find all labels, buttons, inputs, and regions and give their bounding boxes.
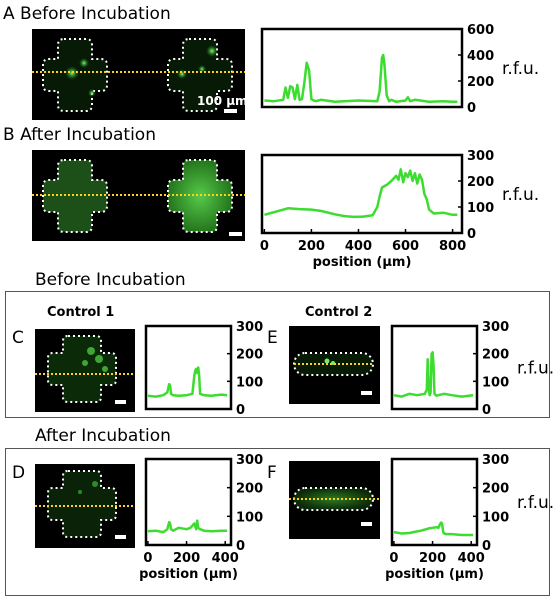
before-controls-box xyxy=(5,291,550,418)
after-controls-box xyxy=(5,448,550,596)
x-tick-label: 400 xyxy=(212,551,239,566)
scale-bar xyxy=(115,535,126,539)
y-axis-label: r.f.u. xyxy=(517,359,554,379)
y-tick-label: 600 xyxy=(467,23,494,38)
scale-bar xyxy=(224,109,237,113)
y-tick-label: 300 xyxy=(236,453,263,468)
y-tick-label: 200 xyxy=(236,482,263,497)
panel-c-label: C xyxy=(12,328,24,348)
y-tick-label: 100 xyxy=(482,510,509,525)
y-tick-label: 0 xyxy=(482,539,491,554)
y-tick-label: 100 xyxy=(482,375,509,390)
panel-d-label: D xyxy=(12,463,26,483)
x-axis-label: position (µm) xyxy=(385,567,484,582)
y-axis-label: r.f.u. xyxy=(502,59,539,79)
series-line xyxy=(393,521,474,537)
chamber-outline xyxy=(167,38,233,112)
y-tick-label: 300 xyxy=(236,320,263,335)
panel-e-micrograph xyxy=(289,326,380,404)
series-line xyxy=(147,519,228,534)
panel-f-micrograph xyxy=(289,461,380,539)
panel-b-label: B After Incubation xyxy=(3,125,156,145)
y-tick-label: 400 xyxy=(467,49,494,64)
y-tick-label: 0 xyxy=(467,101,476,116)
series-line xyxy=(393,351,474,398)
x-axis-label: position (µm) xyxy=(313,255,412,270)
x-tick-label: 400 xyxy=(345,239,372,254)
y-tick-label: 100 xyxy=(236,375,263,390)
plot-frame xyxy=(260,153,464,235)
x-tick-label: 0 xyxy=(389,551,398,566)
panel-a-label: A Before Incubation xyxy=(3,4,171,24)
x-tick-label: 200 xyxy=(419,551,446,566)
x-tick-label: 600 xyxy=(392,239,419,254)
y-tick-label: 200 xyxy=(467,75,494,90)
x-axis-label: position (µm) xyxy=(139,567,238,582)
section-before-heading: Before Incubation xyxy=(35,270,186,290)
section-after-heading: After Incubation xyxy=(35,426,171,446)
y-axis-label: r.f.u. xyxy=(502,185,539,205)
y-tick-label: 100 xyxy=(467,201,494,216)
y-tick-label: 200 xyxy=(467,175,494,190)
y-axis-label: r.f.u. xyxy=(517,493,554,513)
control-1-title: Control 1 xyxy=(47,305,115,320)
x-tick-label: 200 xyxy=(173,551,200,566)
y-tick-label: 0 xyxy=(236,539,245,554)
y-tick-label: 300 xyxy=(467,149,494,164)
series-line xyxy=(147,366,228,398)
scale-bar xyxy=(229,232,242,236)
y-tick-label: 0 xyxy=(467,227,476,242)
x-tick-label: 400 xyxy=(458,551,485,566)
y-tick-label: 300 xyxy=(482,320,509,335)
x-tick-label: 0 xyxy=(260,239,269,254)
y-tick-label: 0 xyxy=(482,403,491,418)
y-tick-label: 100 xyxy=(236,510,263,525)
series-line xyxy=(264,168,458,219)
x-tick-label: 200 xyxy=(298,239,325,254)
series-line xyxy=(264,53,458,104)
panel-a-micrograph: 100 µm xyxy=(32,29,245,120)
x-tick-label: 0 xyxy=(143,551,152,566)
y-tick-label: 200 xyxy=(236,348,263,363)
control-2-title: Control 2 xyxy=(305,305,373,320)
y-tick-label: 300 xyxy=(482,453,509,468)
chamber-outline xyxy=(47,470,117,538)
y-tick-label: 200 xyxy=(482,348,509,363)
scale-bar xyxy=(115,400,126,404)
chamber-outline xyxy=(47,335,117,403)
scale-bar xyxy=(361,522,372,526)
panel-b-micrograph xyxy=(32,150,245,241)
plot-frame xyxy=(390,457,479,547)
chamber-outline xyxy=(42,159,108,233)
panel-f-label: F xyxy=(267,463,277,483)
scale-bar-label: 100 µm xyxy=(197,94,245,108)
y-tick-label: 200 xyxy=(482,482,509,497)
panel-e-label: E xyxy=(267,328,278,348)
panel-c-micrograph xyxy=(35,329,135,412)
x-tick-label: 800 xyxy=(439,239,466,254)
scale-bar xyxy=(361,391,372,395)
panel-d-micrograph xyxy=(35,464,135,548)
y-tick-label: 0 xyxy=(236,403,245,418)
